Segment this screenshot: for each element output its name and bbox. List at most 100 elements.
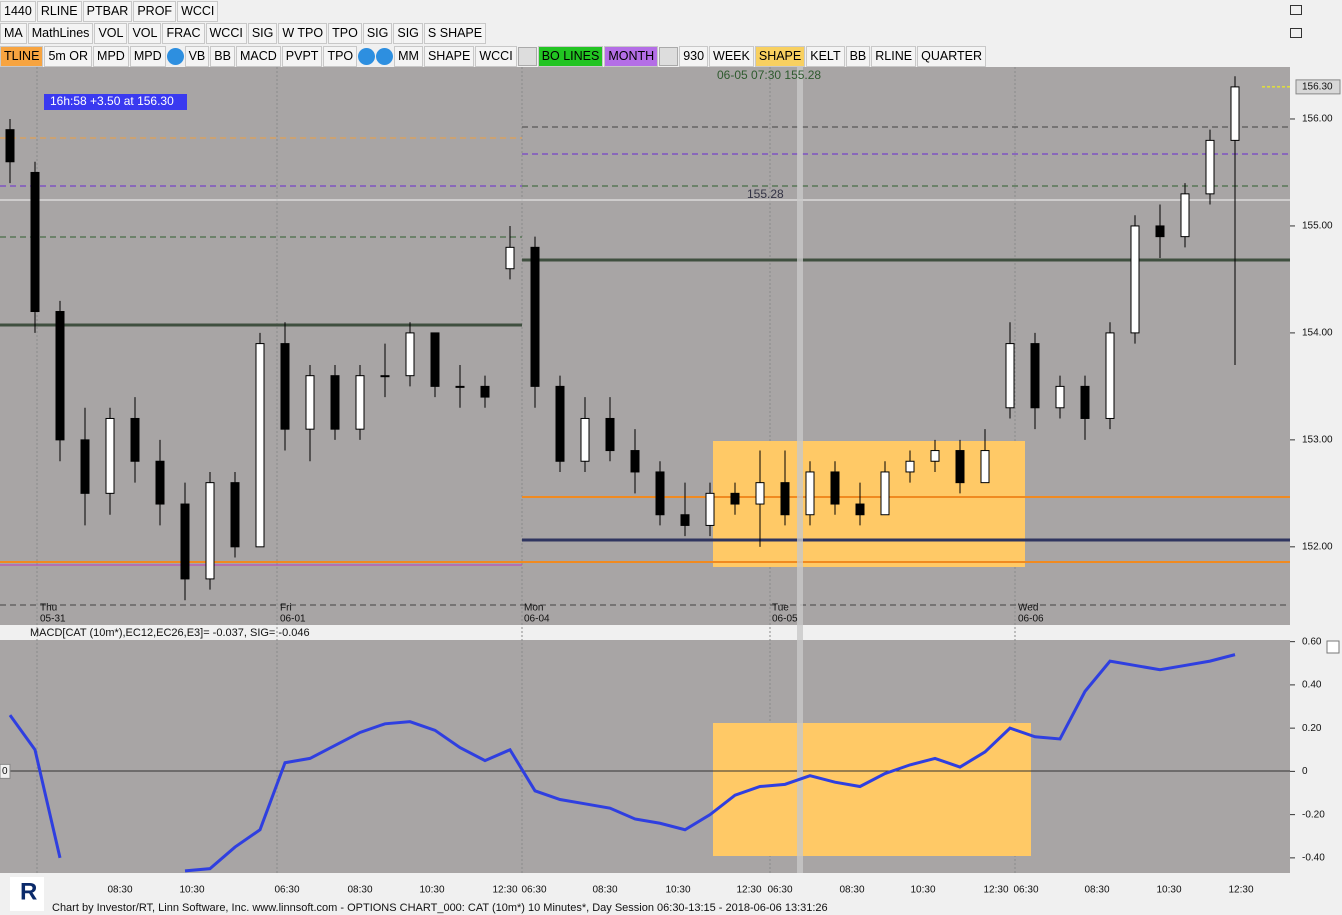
toolbar-row: 1440 RLINE PTBAR PROF WCCI	[0, 0, 219, 22]
zero-label: 0	[2, 766, 8, 777]
toolbar-button[interactable]: MONTH	[604, 45, 659, 67]
tool-icon[interactable]	[166, 47, 184, 65]
toolbar-button[interactable]: VOL	[128, 22, 162, 44]
toolbar-button[interactable]: 930	[679, 45, 709, 67]
toolbar-button[interactable]: MM	[394, 45, 423, 67]
y-tick-label: -0.40	[1302, 853, 1325, 864]
cursor-line	[797, 67, 803, 873]
candle-body	[855, 503, 865, 516]
toolbar-button[interactable]: RLINE	[871, 45, 917, 67]
shape-box	[713, 441, 1025, 567]
tool-icon[interactable]	[358, 47, 376, 65]
candle-body	[130, 417, 140, 462]
candle-body	[755, 482, 765, 505]
maximize-pane[interactable]	[1326, 640, 1340, 654]
window-restore[interactable]	[1290, 5, 1302, 15]
candle-body	[380, 375, 390, 378]
toolbar-button[interactable]: PTBAR	[82, 0, 133, 22]
footer-bar	[0, 895, 1342, 915]
toolbar-button[interactable]: VB	[184, 45, 210, 67]
toolbar-button[interactable]: MPD	[129, 45, 166, 67]
toolbar-button[interactable]: TPO	[323, 45, 358, 67]
toolbar-button[interactable]: PVPT	[281, 45, 323, 67]
toolbar-button[interactable]: WCCI	[205, 22, 247, 44]
time-label: 12:30	[492, 885, 517, 896]
toolbar-button[interactable]: SIG	[362, 22, 393, 44]
date-label: 05-31	[40, 614, 66, 625]
toolbar-row: MA MathLines VOL VOL FRAC WCCI SIG W TPO TPO SIG S…	[0, 22, 487, 44]
last-price-tag	[1295, 79, 1341, 95]
toolbar-button[interactable]: MACD	[235, 45, 281, 67]
toolbar-button[interactable]: WEEK	[709, 45, 754, 67]
time-label: 06:30	[274, 885, 299, 896]
zero-box	[0, 763, 11, 779]
y-tick-label: 152.00	[1302, 541, 1333, 552]
timer-box	[44, 94, 187, 110]
y-tick-label: 0	[1302, 766, 1308, 777]
candle-body	[1130, 225, 1140, 334]
candle-body	[30, 171, 40, 313]
time-label: 06:30	[1013, 885, 1038, 896]
toolbar-button[interactable]: RLINE	[36, 0, 82, 22]
toolbar-button[interactable]: QUARTER	[917, 45, 986, 67]
toolbar-button[interactable]: S SHAPE	[423, 22, 487, 44]
footer: Chart by Investor/RT, Linn Software, Inc…	[52, 902, 828, 914]
tool-icon[interactable]	[376, 47, 394, 65]
time-label: 12:30	[736, 885, 761, 896]
time-label: 08:30	[1084, 885, 1109, 896]
toolbar-button[interactable]: MPD	[93, 45, 129, 67]
candle-body	[280, 343, 290, 430]
tool-icon[interactable]	[517, 46, 537, 66]
candle-body	[1230, 86, 1240, 141]
toolbar-button[interactable]: SIG	[247, 22, 278, 44]
candle-body	[430, 332, 440, 387]
candle-body	[180, 503, 190, 580]
toolbar-button[interactable]: MathLines	[27, 22, 94, 44]
candle-body	[355, 375, 365, 430]
candle-body	[1180, 193, 1190, 238]
candle-body	[1105, 332, 1115, 419]
shape-box	[713, 723, 1031, 856]
time-label: 12:30	[1228, 885, 1253, 896]
date-label: 06-06	[1018, 614, 1044, 625]
toolbar-button[interactable]: TLINE	[0, 45, 44, 67]
toolbar-button[interactable]: BB	[210, 45, 235, 67]
toolbar-button[interactable]: SHAPE	[423, 45, 475, 67]
candle-body	[780, 482, 790, 516]
y-tick-label: 0.20	[1302, 723, 1322, 734]
window-restore[interactable]	[1290, 28, 1302, 38]
toolbar-button[interactable]: W TPO	[278, 22, 328, 44]
toolbar-button[interactable]: 5m OR	[44, 45, 93, 67]
toolbar-button[interactable]: KELT	[806, 45, 845, 67]
candle-body	[1005, 343, 1015, 409]
date-label: 06-01	[280, 614, 306, 625]
toolbars: 1440 RLINE PTBAR PROF WCCI MA MathLines VOL VOL…	[0, 0, 1342, 67]
y-tick-label: 0.60	[1302, 636, 1322, 647]
candle-body	[505, 246, 515, 270]
toolbar-button[interactable]: BO LINES	[537, 45, 604, 67]
candle-body	[805, 471, 815, 516]
toolbar-button[interactable]: BB	[845, 45, 871, 67]
logo-letter: R	[20, 878, 37, 905]
toolbar-button[interactable]: WCCI	[475, 45, 517, 67]
date-label: 06-05	[772, 614, 798, 625]
toolbar-button[interactable]: SHAPE	[754, 45, 806, 67]
y-tick-label: 153.00	[1302, 435, 1333, 446]
candle-body	[80, 439, 90, 494]
toolbar-button[interactable]: VOL	[94, 22, 128, 44]
y-tick-label: -0.20	[1302, 809, 1325, 820]
tool-icon[interactable]	[659, 46, 679, 66]
candle-body	[905, 460, 915, 473]
macd-line	[8, 653, 1236, 873]
toolbar-button[interactable]: WCCI	[177, 0, 219, 22]
toolbar-button[interactable]: 1440	[0, 0, 36, 22]
candle-body	[605, 417, 615, 452]
y-tick-label: 0.40	[1302, 680, 1322, 691]
toolbar-button[interactable]: MA	[0, 22, 27, 44]
toolbar-button[interactable]: SIG	[393, 22, 423, 44]
toolbar-button[interactable]: FRAC	[162, 22, 205, 44]
toolbar-button[interactable]: PROF	[133, 0, 177, 22]
candle-body	[880, 471, 890, 516]
toolbar-button[interactable]: TPO	[328, 22, 362, 44]
